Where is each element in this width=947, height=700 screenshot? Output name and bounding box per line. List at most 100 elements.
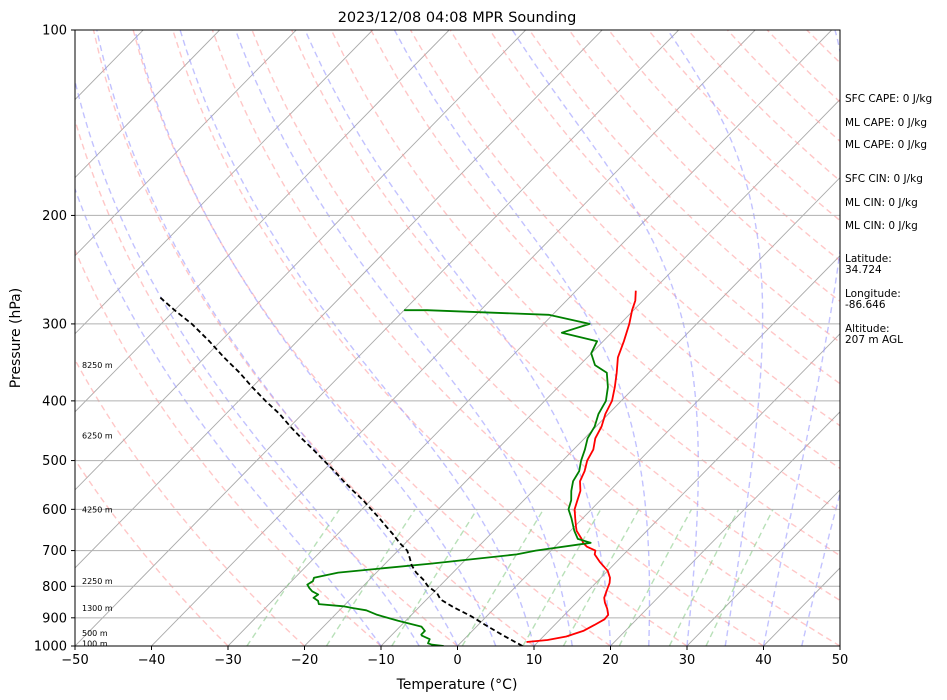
- moist-adiabat-line: [75, 187, 382, 646]
- y-tick-label: 1000: [34, 640, 67, 655]
- moist-adiabat-line: [393, 30, 651, 646]
- dry-adiabat-line: [291, 30, 840, 602]
- y-tick-label: 100: [42, 24, 67, 39]
- isotherm-line: [380, 176, 840, 646]
- chart-title: 2023/12/08 04:08 MPR Sounding: [338, 10, 577, 26]
- height-label: 1300 m: [82, 604, 113, 613]
- mixing-ratio-line: [461, 508, 545, 646]
- dry-adiabat-line: [489, 30, 840, 385]
- y-axis-label: Pressure (hPa): [8, 288, 24, 388]
- y-tick-label: 800: [42, 580, 67, 595]
- dry-adiabat-line: [75, 248, 382, 646]
- annotations: SFC CAPE: 0 J/kg ML CAPE: 0 J/kg ML CAPE…: [845, 93, 932, 346]
- x-tick-label: 50: [832, 653, 849, 668]
- y-axis: 100 200 300 400 500 600 700 800 900 1000: [34, 24, 75, 655]
- mixing-ratio-line: [246, 508, 341, 646]
- x-tick-label: −50: [61, 653, 88, 668]
- isotherm-line: [75, 30, 680, 646]
- isotherm-line: [75, 30, 297, 257]
- annotation-line: Latitude:: [845, 253, 892, 265]
- x-tick-label: 30: [679, 653, 696, 668]
- annotation-line: Longitude:: [845, 288, 901, 300]
- plot-frame: [74, 29, 841, 647]
- profile-series: [157, 290, 637, 646]
- annotation-altitude: Altitude: 207 m AGL: [845, 323, 903, 346]
- dry-adiabat-line: [251, 30, 840, 646]
- moist-adiabat-line: [179, 30, 535, 646]
- isotherm-line: [75, 30, 450, 413]
- mixing-ratio-line: [668, 508, 740, 646]
- isotherm-line: [227, 30, 833, 646]
- dry-adiabat-line: [132, 30, 611, 646]
- dry-adiabat-line: [409, 30, 840, 470]
- annotation-ml-cin: ML CIN: 0 J/kg: [845, 197, 918, 209]
- moist-adiabat-line: [667, 30, 764, 646]
- mixing-ratio-line: [618, 508, 693, 646]
- dry-adiabat-line: [370, 30, 840, 513]
- dry-adiabat-line: [330, 30, 840, 557]
- height-label: 500 m: [82, 629, 108, 638]
- isotherm-line: [457, 255, 840, 646]
- height-label: 100 m: [82, 639, 108, 648]
- isotherm-line: [686, 489, 840, 646]
- dry-adiabat-line: [211, 30, 764, 646]
- dry-adiabat-line: [92, 30, 535, 646]
- annotation-longitude: Longitude: -86.646: [845, 288, 901, 311]
- dry-adiabat-line: [926, 30, 947, 646]
- isotherm-line: [75, 30, 527, 491]
- moist-adiabat-line: [304, 30, 612, 646]
- isotherm-line: [75, 30, 221, 179]
- isotherm-line: [533, 333, 840, 646]
- annotation-line: Altitude:: [845, 323, 890, 335]
- x-tick-label: 40: [755, 653, 772, 668]
- height-label: 2250 m: [82, 577, 113, 586]
- annotation-line: 34.724: [845, 264, 882, 276]
- isotherm-line: [75, 30, 374, 335]
- moist-adiabat-line: [511, 30, 699, 646]
- x-tick-label: −40: [138, 653, 165, 668]
- annotation-ml-cape: ML CAPE: 0 J/kg: [845, 117, 927, 129]
- x-tick-label: 20: [602, 653, 619, 668]
- annotation-ml-cin-2: ML CIN: 0 J/kg: [845, 220, 918, 232]
- annotation-line: -86.646: [845, 299, 886, 311]
- x-tick-label: −20: [291, 653, 318, 668]
- annotation-sfc-cin: SFC CIN: 0 J/kg: [845, 173, 923, 185]
- x-tick-label: −10: [367, 653, 394, 668]
- y-tick-label: 500: [42, 454, 67, 469]
- y-tick-label: 900: [42, 611, 67, 626]
- isotherm-line: [151, 30, 756, 646]
- moist-adiabat-line: [75, 78, 420, 646]
- height-label: 8250 m: [82, 361, 113, 370]
- mixing-ratio-line: [522, 508, 602, 646]
- dry-adiabat-line: [75, 117, 458, 646]
- y-tick-label: 600: [42, 503, 67, 518]
- y-tick-label: 400: [42, 394, 67, 409]
- height-label: 6250 m: [82, 431, 113, 440]
- dry-adiabat-line: [172, 30, 688, 646]
- dry-adiabat-line: [75, 458, 229, 646]
- annotation-latitude: Latitude: 34.724: [845, 253, 892, 276]
- parcel-path-line: [157, 295, 523, 646]
- isotherm-line: [610, 411, 840, 646]
- dry-adiabat-line: [528, 30, 840, 344]
- moist-adiabat-line: [96, 30, 459, 646]
- temperature-line: [526, 290, 637, 643]
- dewpoint-line: [306, 309, 609, 646]
- grid: [75, 29, 840, 647]
- height-label: 4250 m: [82, 505, 113, 514]
- mixing-ratio-line: [705, 508, 774, 646]
- y-tick-label: 300: [42, 317, 67, 332]
- mixing-ratio-line: [325, 508, 416, 646]
- mixing-ratio-line: [562, 508, 640, 646]
- annotation-ml-cape-2: ML CAPE: 0 J/kg: [845, 139, 927, 151]
- annotation-line: 207 m AGL: [845, 334, 903, 346]
- dry-adiabat-line: [75, 358, 305, 646]
- isotherm-line: [75, 30, 603, 569]
- y-tick-label: 700: [42, 544, 67, 559]
- x-axis: −50 −40 −30 −20 −10 0 10 20 30 40 50: [61, 646, 848, 668]
- x-axis-label: Temperature (°C): [396, 677, 518, 693]
- moist-adiabat-line: [801, 490, 840, 646]
- y-tick-label: 200: [42, 209, 67, 224]
